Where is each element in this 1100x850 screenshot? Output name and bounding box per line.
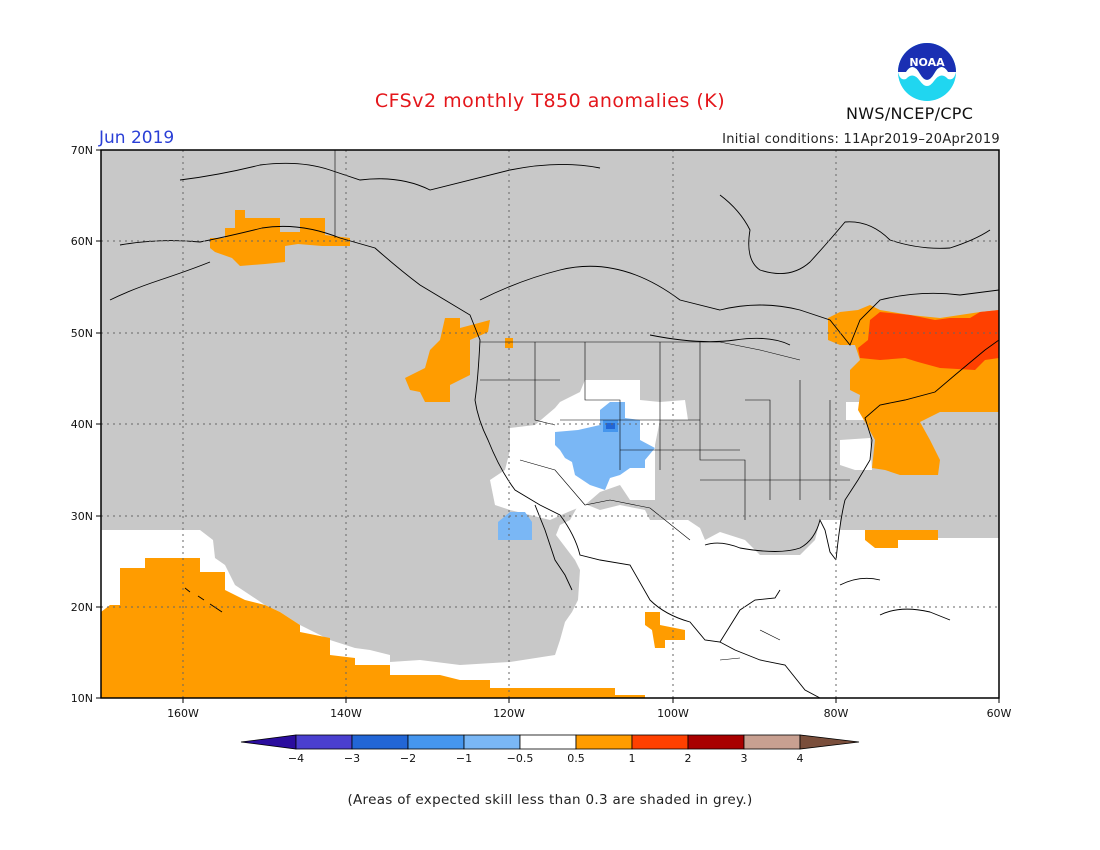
colorbar-label: 1 bbox=[629, 752, 636, 765]
colorbar-segment bbox=[687, 734, 745, 750]
skill-footnote: (Areas of expected skill less than 0.3 a… bbox=[347, 792, 753, 808]
colorbar-label: −4 bbox=[288, 752, 304, 765]
lat-label: 40N bbox=[71, 418, 93, 431]
colorbar-segment bbox=[351, 734, 409, 750]
initial-conditions: Initial conditions: 11Apr2019–20Apr2019 bbox=[722, 132, 1000, 147]
colorbar-label: −3 bbox=[344, 752, 360, 765]
noaa-logo: NOAA bbox=[898, 43, 956, 101]
chart-title: CFSv2 monthly T850 anomalies (K) bbox=[374, 90, 726, 112]
lat-label: 50N bbox=[71, 327, 93, 340]
lat-label: 70N bbox=[71, 144, 93, 157]
graticule bbox=[101, 150, 999, 698]
central-pacific-warm-area bbox=[101, 558, 645, 698]
colorbar-segment bbox=[575, 734, 633, 750]
lon-label: 160W bbox=[167, 707, 199, 720]
baja-cool-area bbox=[498, 512, 532, 540]
colorbar-max-arrow bbox=[799, 734, 860, 750]
colorbar-label: 2 bbox=[685, 752, 692, 765]
lon-label: 60W bbox=[987, 707, 1012, 720]
colorbar-segment bbox=[407, 734, 465, 750]
latitude-labels: 70N 60N 50N 40N 30N 20N 10N bbox=[71, 144, 93, 705]
colorbar-min-arrow bbox=[240, 734, 297, 750]
colorbar-segment bbox=[631, 734, 689, 750]
lat-label: 10N bbox=[71, 692, 93, 705]
pacific-nw-warm-area bbox=[405, 318, 490, 402]
strong-cool-patch bbox=[606, 423, 615, 429]
colorbar-segment bbox=[519, 734, 577, 750]
mexico-coast-warm-area bbox=[645, 612, 685, 648]
colorbar-label: −1 bbox=[456, 752, 472, 765]
longitude-labels: 160W 140W 120W 100W 80W 60W bbox=[167, 707, 1011, 720]
white-eastern-area bbox=[840, 438, 872, 470]
alaska-warm-area bbox=[210, 210, 350, 266]
low-skill-grey-area bbox=[101, 150, 999, 665]
colorbar-segment bbox=[295, 734, 353, 750]
lon-label: 120W bbox=[493, 707, 525, 720]
lat-label: 20N bbox=[71, 601, 93, 614]
agency-label: NWS/NCEP/CPC bbox=[846, 104, 974, 123]
lon-label: 80W bbox=[824, 707, 849, 720]
strong-warm-area bbox=[858, 310, 999, 370]
axis-ticks bbox=[96, 149, 1000, 703]
noaa-logo-text: NOAA bbox=[909, 56, 945, 69]
colorbar-labels: −4 −3 −2 −1 −0.5 0.5 1 2 3 4 bbox=[288, 752, 804, 765]
colorbar-segment bbox=[463, 734, 521, 750]
colorbar-label: 0.5 bbox=[567, 752, 585, 765]
colorbar-label: −0.5 bbox=[507, 752, 534, 765]
colorbar-label: 3 bbox=[741, 752, 748, 765]
colorbar-label: −2 bbox=[400, 752, 416, 765]
political-borders bbox=[334, 150, 850, 661]
colorbar bbox=[240, 734, 860, 750]
colorbar-segment bbox=[743, 734, 801, 750]
lon-label: 100W bbox=[657, 707, 689, 720]
lon-label: 140W bbox=[330, 707, 362, 720]
colorbar-label: 4 bbox=[797, 752, 804, 765]
atlantic-warm-strip bbox=[865, 530, 938, 548]
lat-label: 30N bbox=[71, 510, 93, 523]
forecast-month: Jun 2019 bbox=[99, 128, 175, 148]
lat-label: 60N bbox=[71, 235, 93, 248]
